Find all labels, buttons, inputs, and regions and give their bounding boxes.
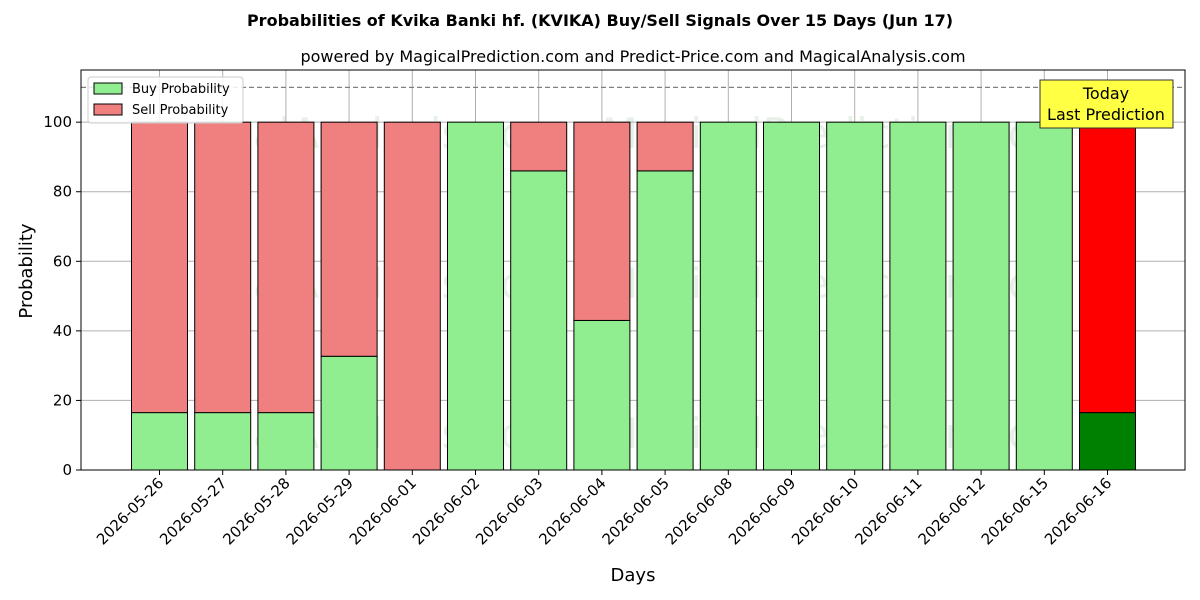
sell-bar — [131, 121, 188, 414]
x-tick-label: 2026-06-09 — [725, 474, 799, 548]
chart-title: Probabilities of Kvika Banki hf. (KVIKA)… — [247, 11, 953, 30]
annotation-text: Today — [1082, 84, 1129, 103]
x-tick-label: 2026-06-05 — [599, 474, 673, 548]
x-tick-label: 2026-06-08 — [662, 474, 736, 548]
buy-bar — [573, 319, 631, 471]
sell-bar — [510, 121, 568, 172]
x-tick-label: 2026-06-02 — [409, 474, 483, 548]
x-tick-label: 2026-05-26 — [93, 474, 167, 548]
x-tick-label: 2026-06-04 — [535, 474, 609, 548]
x-tick-label: 2026-05-27 — [156, 474, 230, 548]
sell-bar — [1079, 121, 1136, 414]
buy-bar — [636, 170, 694, 471]
x-tick-label: 2026-06-11 — [851, 474, 925, 548]
y-axis-label: Probability — [16, 223, 37, 318]
y-tick-label: 40 — [53, 322, 72, 340]
x-tick-label: 2026-06-16 — [1041, 474, 1115, 548]
buy-bar — [447, 121, 504, 471]
y-tick-label: 0 — [62, 461, 72, 479]
buy-bar — [699, 121, 757, 471]
buy-bar — [320, 355, 378, 471]
buy-bar — [131, 412, 188, 471]
sell-bar — [573, 121, 631, 321]
x-tick-label: 2026-05-29 — [283, 474, 357, 548]
buy-bar — [510, 170, 568, 471]
x-tick-label: 2026-06-01 — [346, 474, 420, 548]
y-tick-label: 80 — [53, 183, 72, 201]
annotation-text: Last Prediction — [1047, 105, 1165, 124]
x-tick-label: 2026-05-28 — [219, 474, 293, 548]
today-annotation: Today Last Prediction — [1039, 79, 1174, 129]
buy-bar — [257, 412, 315, 471]
y-tick-label: 100 — [43, 113, 72, 131]
buy-bar — [763, 121, 820, 471]
x-tick-label: 2026-06-03 — [472, 474, 546, 548]
buy-bar — [194, 412, 252, 471]
buy-bar — [826, 121, 884, 471]
sell-bar — [320, 121, 378, 357]
x-tick-label: 2026-06-10 — [788, 474, 862, 548]
y-tick-label: 60 — [53, 252, 72, 270]
legend-swatch — [93, 82, 123, 95]
legend: Buy Probability Sell Probability — [87, 76, 244, 124]
legend-swatch — [93, 103, 123, 116]
chart-subtitle: powered by MagicalPrediction.com and Pre… — [300, 47, 965, 66]
buy-bar — [1015, 121, 1073, 471]
x-axis-label: Days — [611, 565, 656, 586]
legend-box — [87, 76, 244, 124]
sell-bar — [194, 121, 252, 414]
x-tick-label: 2026-06-15 — [978, 474, 1052, 548]
y-tick-label: 20 — [53, 391, 72, 409]
buy-bar — [1079, 412, 1136, 471]
plot-frame — [80, 69, 1186, 471]
sell-bar — [257, 121, 315, 414]
legend-label: Buy Probability — [132, 82, 230, 97]
buy-bar — [952, 121, 1010, 471]
sell-bar — [383, 121, 441, 471]
sell-bar — [636, 121, 694, 172]
legend-label: Sell Probability — [132, 103, 229, 118]
annotation-box — [1039, 79, 1174, 129]
buy-bar — [889, 121, 947, 471]
plot-area: MagicalAnalysis.comMagicalPrediction.com… — [43, 69, 1186, 548]
x-tick-label: 2026-06-12 — [915, 474, 989, 548]
